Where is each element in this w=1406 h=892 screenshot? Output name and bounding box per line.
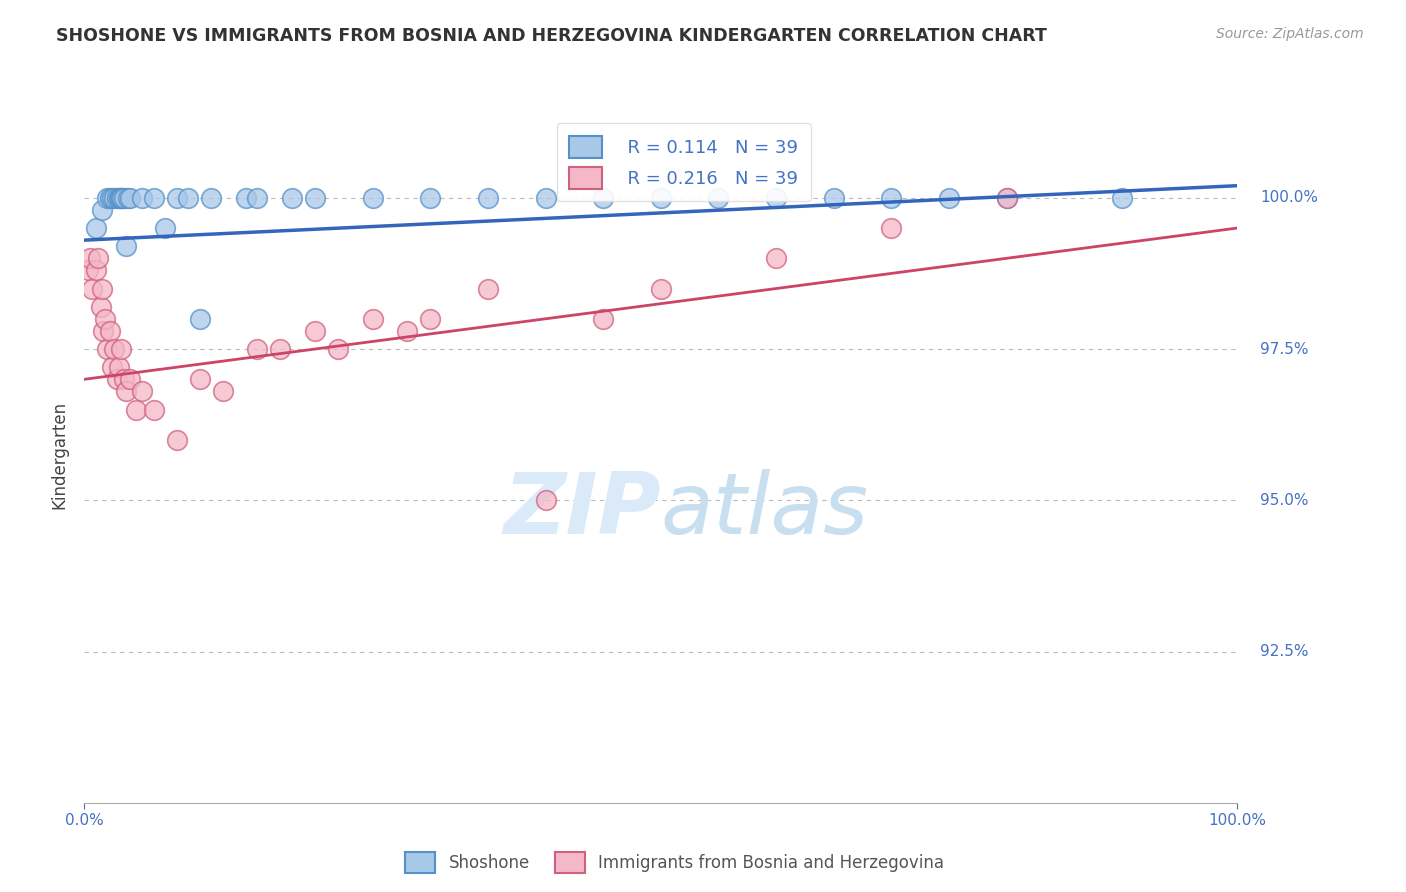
- Point: [765, 191, 787, 205]
- Text: ZIP: ZIP: [503, 469, 661, 552]
- Point: [281, 191, 304, 205]
- Point: [108, 191, 131, 205]
- Point: [103, 191, 125, 205]
- Point: [188, 311, 211, 326]
- Text: 95.0%: 95.0%: [1260, 492, 1309, 508]
- Point: [87, 252, 110, 266]
- Point: [477, 191, 499, 205]
- Point: [79, 252, 101, 266]
- Point: [101, 191, 124, 205]
- Point: [110, 342, 132, 356]
- Point: [98, 324, 121, 338]
- Point: [534, 493, 557, 508]
- Point: [89, 300, 111, 314]
- Point: [246, 342, 269, 356]
- Point: [111, 191, 134, 205]
- Point: [246, 191, 269, 205]
- Point: [211, 384, 233, 399]
- Legend:   R = 0.114   N = 39,   R = 0.216   N = 39: R = 0.114 N = 39, R = 0.216 N = 39: [557, 123, 811, 202]
- Point: [125, 402, 148, 417]
- Point: [361, 191, 384, 205]
- Point: [326, 342, 349, 356]
- Point: [823, 191, 845, 205]
- Point: [477, 281, 499, 295]
- Point: [592, 311, 614, 326]
- Point: [90, 281, 112, 295]
- Point: [880, 191, 903, 205]
- Point: [361, 311, 384, 326]
- Point: [82, 281, 104, 295]
- Point: [90, 202, 112, 217]
- Point: [115, 384, 138, 399]
- Point: [91, 324, 114, 338]
- Point: [108, 191, 131, 205]
- Text: 97.5%: 97.5%: [1260, 342, 1309, 357]
- Point: [707, 191, 730, 205]
- Point: [131, 384, 153, 399]
- Point: [120, 372, 142, 386]
- Point: [650, 191, 672, 205]
- Point: [142, 402, 165, 417]
- Point: [177, 191, 200, 205]
- Point: [94, 311, 117, 326]
- Text: SHOSHONE VS IMMIGRANTS FROM BOSNIA AND HERZEGOVINA KINDERGARTEN CORRELATION CHAR: SHOSHONE VS IMMIGRANTS FROM BOSNIA AND H…: [56, 27, 1047, 45]
- Point: [534, 191, 557, 205]
- Point: [142, 191, 165, 205]
- Point: [166, 433, 188, 447]
- Point: [96, 342, 118, 356]
- Point: [938, 191, 960, 205]
- Point: [105, 372, 128, 386]
- Point: [105, 191, 128, 205]
- Point: [101, 360, 124, 375]
- Point: [235, 191, 257, 205]
- Point: [108, 360, 131, 375]
- Point: [200, 191, 222, 205]
- Point: [120, 191, 142, 205]
- Text: atlas: atlas: [661, 469, 869, 552]
- Point: [76, 263, 98, 277]
- Point: [419, 311, 441, 326]
- Point: [84, 221, 107, 235]
- Text: 92.5%: 92.5%: [1260, 644, 1309, 659]
- Point: [112, 191, 135, 205]
- Point: [131, 191, 153, 205]
- Point: [103, 342, 125, 356]
- Y-axis label: Kindergarten: Kindergarten: [51, 401, 69, 509]
- Point: [110, 191, 132, 205]
- Point: [995, 191, 1018, 205]
- Point: [153, 221, 176, 235]
- Point: [115, 239, 138, 253]
- Point: [188, 372, 211, 386]
- Point: [269, 342, 291, 356]
- Point: [166, 191, 188, 205]
- Point: [112, 372, 135, 386]
- Text: Source: ZipAtlas.com: Source: ZipAtlas.com: [1216, 27, 1364, 41]
- Point: [419, 191, 441, 205]
- Point: [304, 191, 326, 205]
- Point: [396, 324, 419, 338]
- Legend: Shoshone, Immigrants from Bosnia and Herzegovina: Shoshone, Immigrants from Bosnia and Her…: [399, 846, 950, 880]
- Point: [650, 281, 672, 295]
- Point: [592, 191, 614, 205]
- Point: [84, 263, 107, 277]
- Point: [1111, 191, 1133, 205]
- Point: [98, 191, 121, 205]
- Point: [117, 191, 139, 205]
- Point: [765, 252, 787, 266]
- Point: [995, 191, 1018, 205]
- Point: [304, 324, 326, 338]
- Text: 100.0%: 100.0%: [1260, 190, 1319, 205]
- Point: [880, 221, 903, 235]
- Point: [96, 191, 118, 205]
